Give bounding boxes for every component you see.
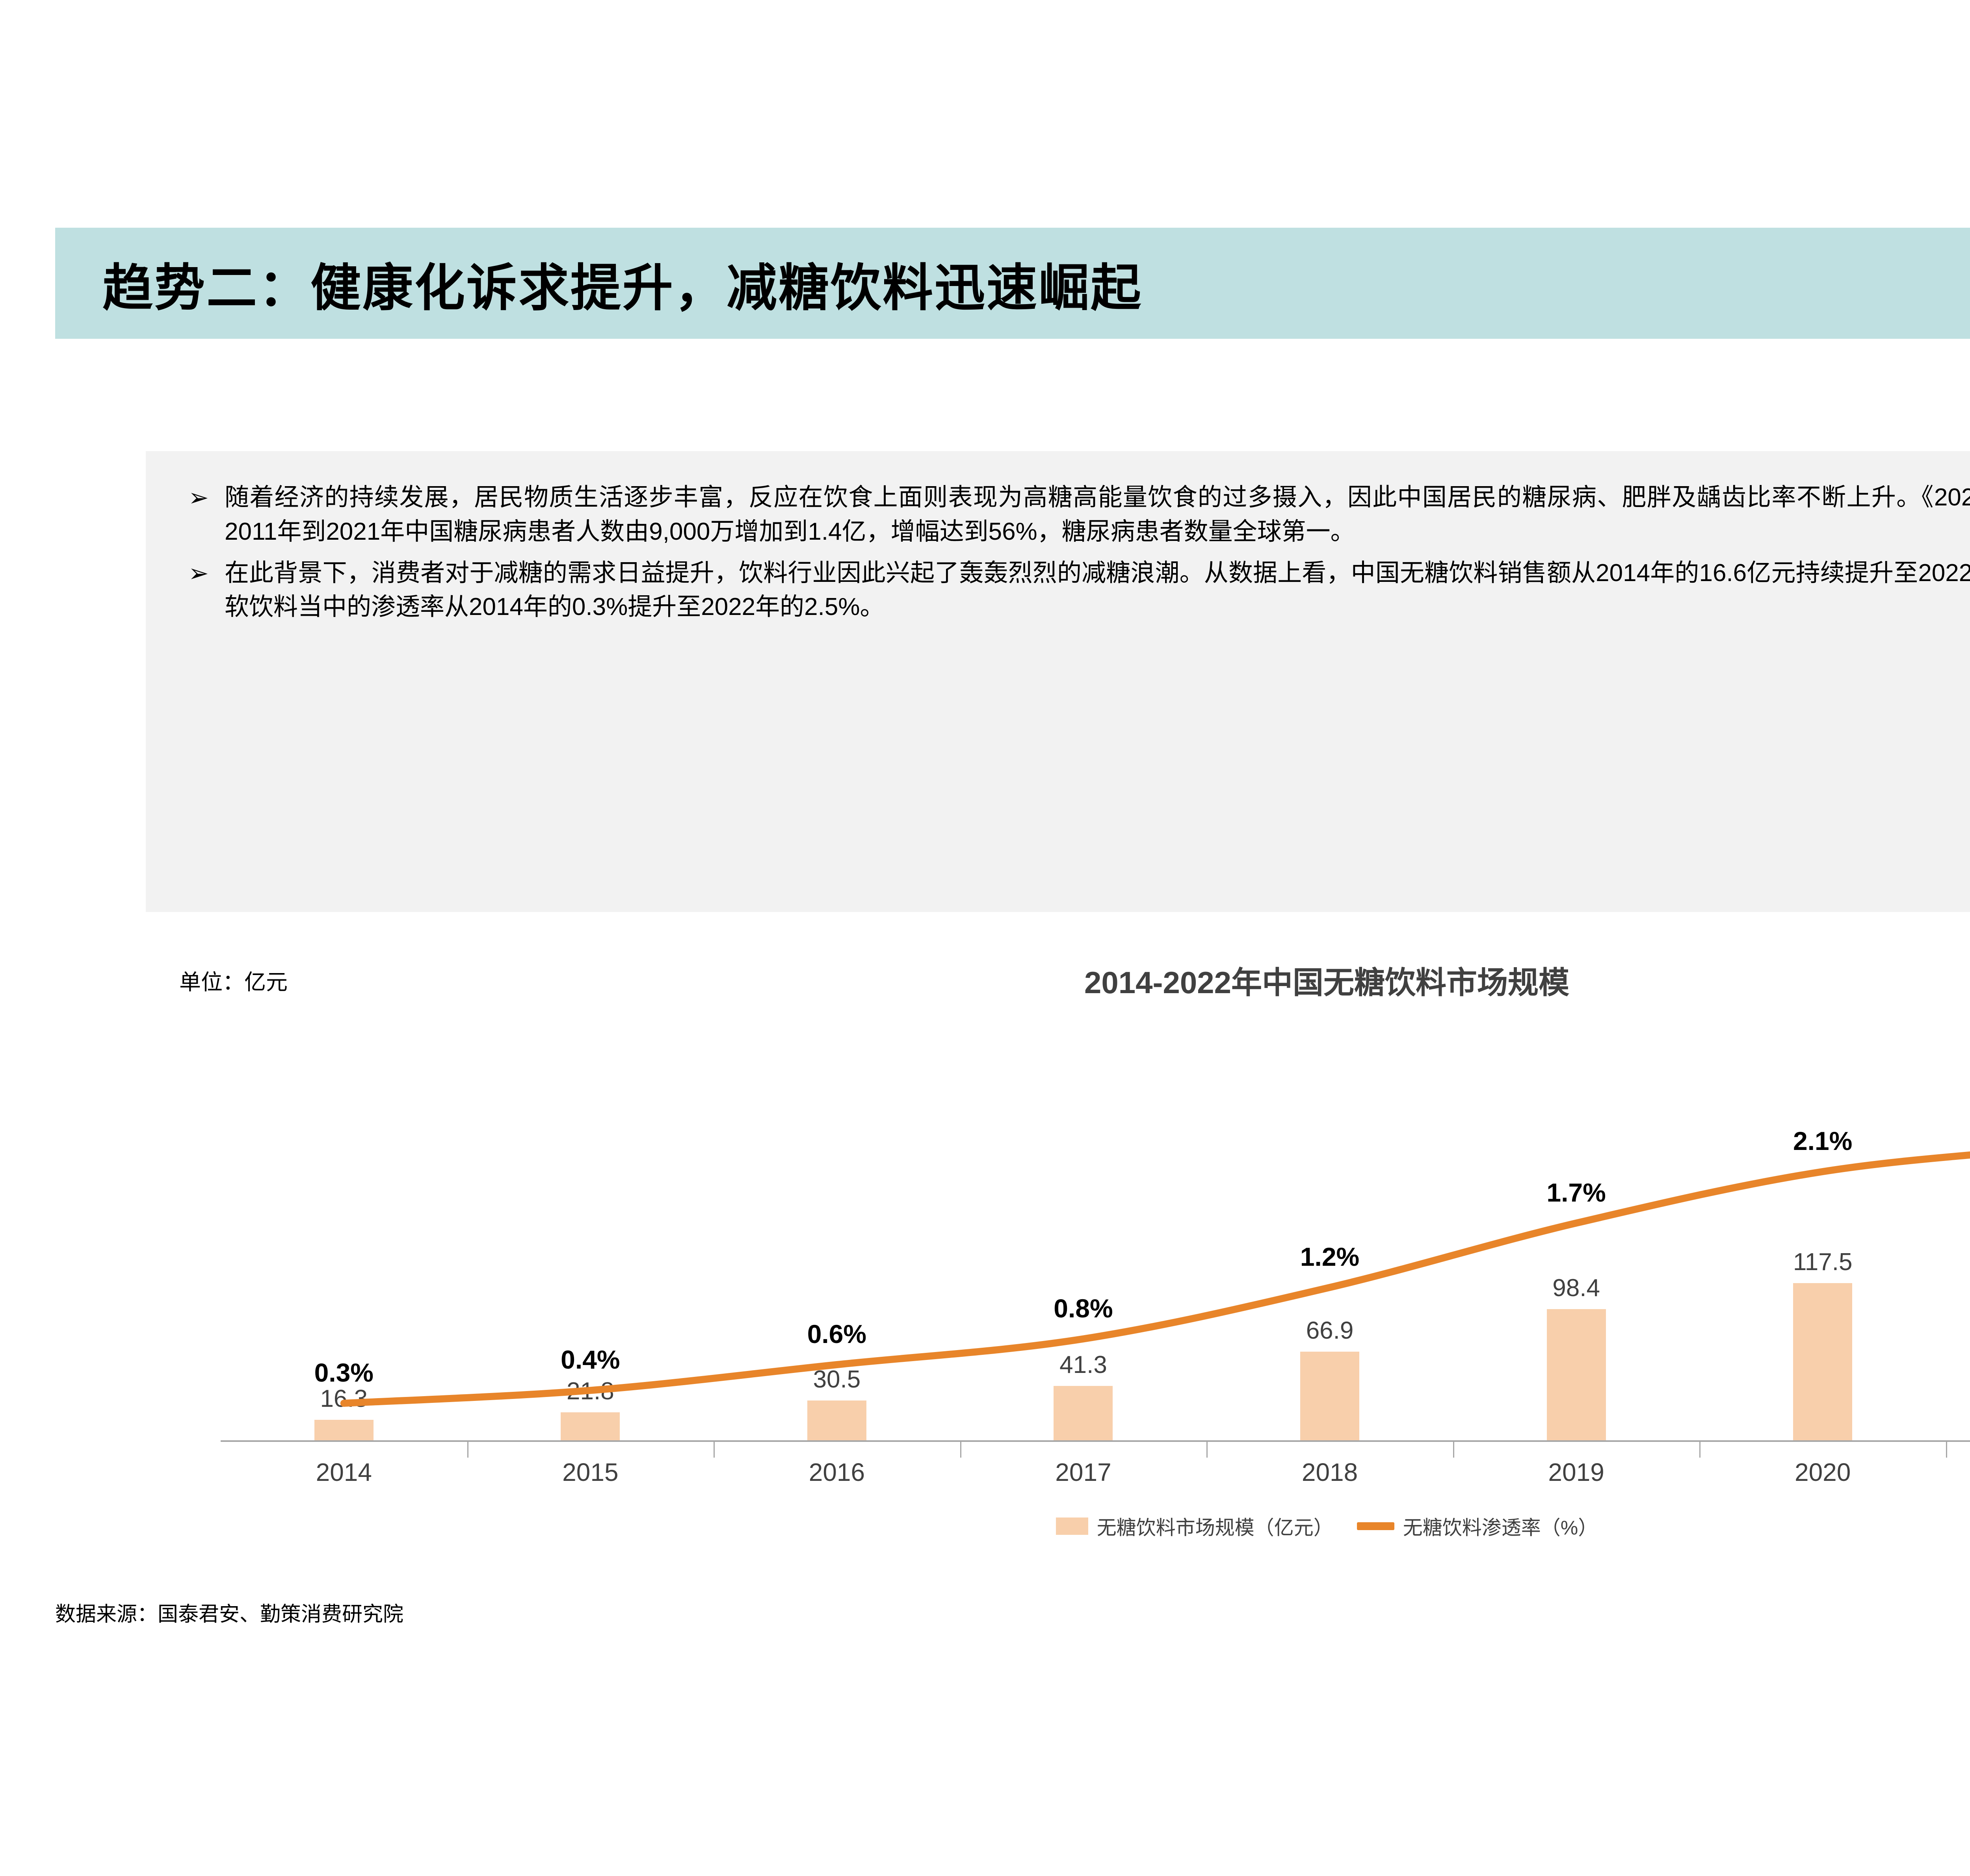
x-axis-tick-label: 2015	[562, 1458, 619, 1486]
x-axis-tick	[960, 1442, 961, 1458]
bar	[807, 1400, 866, 1442]
x-axis-tick-label: 2020	[1794, 1458, 1851, 1486]
x-axis-tick-label: 2016	[808, 1458, 865, 1486]
bar	[1546, 1309, 1606, 1442]
line-series	[340, 1151, 1970, 1407]
bar	[1793, 1283, 1853, 1442]
bar-value-label: 41.3	[1059, 1351, 1107, 1379]
x-axis-tick-label: 2017	[1055, 1458, 1111, 1486]
x-axis-tick	[1946, 1442, 1947, 1458]
x-axis-tick-label: 2018	[1301, 1458, 1358, 1486]
line-value-label: 0.6%	[807, 1319, 867, 1348]
bar	[1300, 1351, 1360, 1442]
chart-title: 2014-2022年中国无糖饮料市场规模	[1084, 965, 1569, 1000]
x-axis-tick	[1453, 1442, 1454, 1458]
legend-item-bar: 无糖饮料市场规模（亿元）	[1056, 1512, 1333, 1540]
x-axis-line	[221, 1440, 1970, 1442]
bar-value-label: 30.5	[813, 1366, 861, 1393]
x-axis-tick-label: 2019	[1548, 1458, 1604, 1486]
bullet-item: ➢ 在此背景下，消费者对于减糖的需求日益提升，饮料行业因此兴起了轰轰烈烈的减糖浪…	[181, 556, 1970, 625]
x-axis-tick	[1206, 1442, 1208, 1458]
bullet-paragraph: 随着经济的持续发展，居民物质生活逐步丰富，反应在饮食上面则表现为高糖高能量饮食的…	[225, 484, 1970, 545]
bar-value-label: 98.4	[1552, 1274, 1600, 1302]
summary-panel: ➢ 随着经济的持续发展，居民物质生活逐步丰富，反应在饮食上面则表现为高糖高能量饮…	[146, 451, 1970, 912]
legend-line-label: 无糖饮料渗透率（%）	[1403, 1517, 1598, 1539]
chart-canvas: 16.3 0.3% 21.8 0.4% 30.5 0.6% 41.3 0.8% 66.9 1.2%…	[221, 1009, 1970, 1458]
bar	[561, 1412, 620, 1442]
legend-bar-swatch	[1056, 1518, 1088, 1535]
x-axis-tick	[714, 1442, 715, 1458]
unit-label-left: 单位：亿元	[179, 970, 288, 994]
page-title: 趋势二：健康化诉求提升，减糖饮料迅速崛起	[102, 260, 1143, 316]
bar-value-label: 16.3	[320, 1385, 368, 1413]
line-value-label: 0.8%	[1054, 1293, 1113, 1323]
bar-slot: 41.3 0.8%	[960, 1009, 1207, 1442]
penetration-line	[340, 1151, 1970, 1407]
source-note: 数据来源：国泰君安、勤策消费研究院	[55, 1603, 404, 1626]
line-value-label: 1.2%	[1300, 1242, 1360, 1271]
bar-series: 16.3 0.3% 21.8 0.4% 30.5 0.6% 41.3 0.8% 66.9 1.2%…	[221, 1009, 1970, 1442]
bar-value-label: 66.9	[1306, 1317, 1354, 1344]
legend-item-line: 无糖饮料渗透率（%）	[1357, 1512, 1598, 1540]
legend-line-swatch	[1357, 1522, 1394, 1530]
x-axis-tick-label: 2014	[316, 1458, 372, 1486]
line-value-label: 0.3%	[314, 1358, 374, 1387]
x-axis-tick	[1699, 1442, 1701, 1458]
line-value-label: 0.4%	[561, 1345, 620, 1374]
line-value-label: 2.1%	[1793, 1126, 1853, 1155]
bar-slot: 117.5 2.1%	[1699, 1009, 1946, 1442]
bullet-arrow-icon: ➢	[188, 483, 209, 512]
bullet-item: ➢ 随着经济的持续发展，居民物质生活逐步丰富，反应在饮食上面则表现为高糖高能量饮…	[181, 481, 1970, 549]
bar-slot: 16.3 0.3%	[221, 1009, 467, 1442]
bar	[1054, 1386, 1113, 1442]
title-band: 趋势二：健康化诉求提升，减糖饮料迅速崛起	[55, 228, 1970, 339]
bar-slot: 66.9 1.2%	[1206, 1009, 1453, 1442]
legend-bar-label: 无糖饮料市场规模（亿元）	[1097, 1517, 1333, 1539]
bullet-paragraph: 在此背景下，消费者对于减糖的需求日益提升，饮料行业因此兴起了轰轰烈烈的减糖浪潮。…	[225, 559, 1970, 621]
line-value-label: 1.7%	[1546, 1178, 1606, 1207]
bar	[314, 1420, 374, 1442]
bullet-arrow-icon: ➢	[188, 558, 209, 587]
bar-value-label: 117.5	[1793, 1248, 1853, 1276]
x-axis-category-labels: 201420152016201720182019202020212022	[221, 1458, 1970, 1487]
bar-slot: 30.5 0.6%	[714, 1009, 960, 1442]
chart-legend: 无糖饮料市场规模（亿元） 无糖饮料渗透率（%）	[0, 1512, 1970, 1540]
bar-slot: 98.4 1.7%	[1453, 1009, 1700, 1442]
x-axis-tick-label: 2021	[1946, 1458, 1970, 1487]
chart-plot-area: 16.3 0.3% 21.8 0.4% 30.5 0.6% 41.3 0.8% 66.9 1.2%…	[221, 1009, 1970, 1458]
x-axis-tick	[467, 1442, 468, 1458]
